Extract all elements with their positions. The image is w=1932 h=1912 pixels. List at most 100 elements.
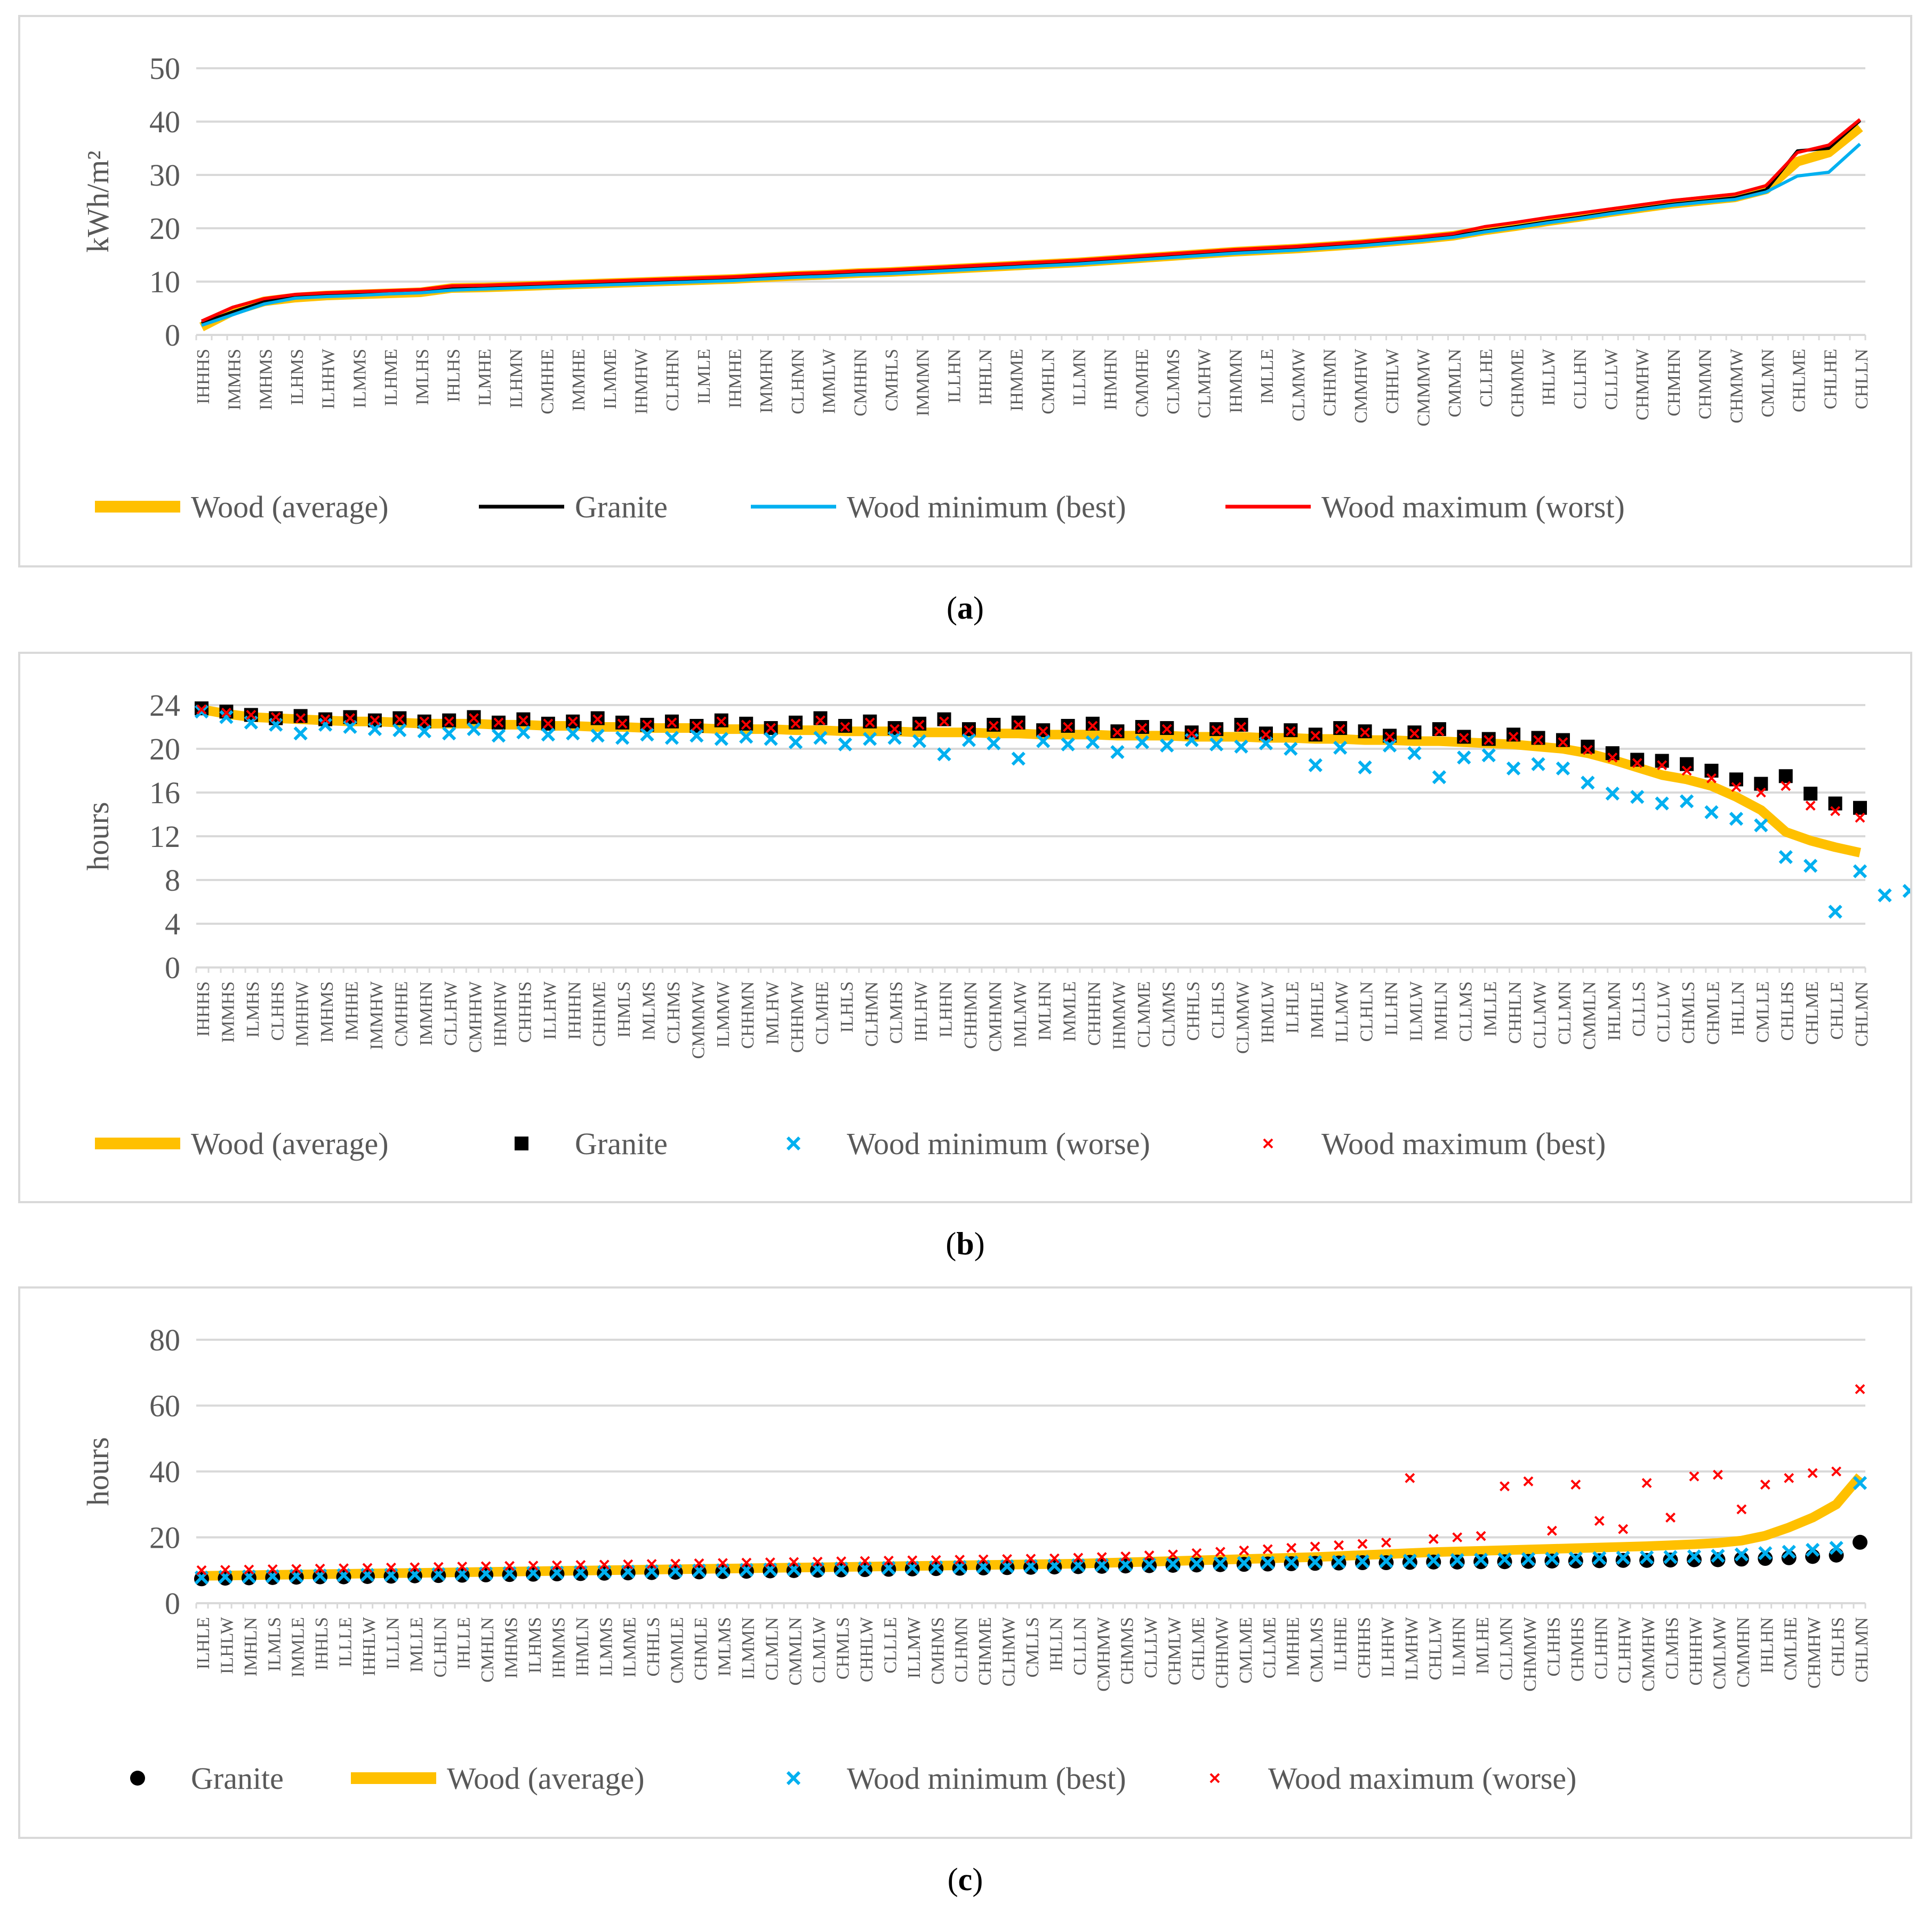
chart-b-point — [1581, 775, 1595, 790]
chart-c-point — [599, 1559, 610, 1570]
chart-c-point — [623, 1559, 634, 1570]
chart-b-point — [1828, 796, 1842, 811]
chart-c-category-label: CLHHS — [1544, 1617, 1564, 1676]
chart-c-category-label: CLHHN — [1591, 1617, 1611, 1679]
chart-b-point — [419, 716, 430, 727]
chart-c-point — [1807, 1468, 1818, 1478]
chart-b-point — [1778, 769, 1793, 783]
chart-a-category-label: ILMLE — [694, 349, 714, 404]
chart-c-point — [552, 1560, 562, 1571]
chart-a-category-label: CHMMN — [1696, 349, 1715, 419]
chart-c-point — [955, 1555, 965, 1565]
chart-b-category-label: IMHHE — [342, 981, 362, 1041]
chart-b-point — [1481, 748, 1496, 763]
chart-b-point — [863, 732, 877, 746]
chart-c-category-label: IHMMS — [549, 1617, 568, 1678]
chart-c-point — [1025, 1554, 1036, 1564]
chart-b-point — [937, 747, 951, 762]
chart-b-category-label: CMMLN — [1580, 981, 1599, 1050]
chart-b-point — [664, 731, 679, 745]
chart-b-point — [541, 727, 555, 742]
chart-panel-a: 0 10 20 30 40 50 kWh/m² IHHHS IMMHS IMHMS ILHMS ILH… — [18, 15, 1912, 567]
chart-panel-b: 0 4 8 12 16 20 24 hours IHHHS IMMHS ILMHS CLHHS IMHH… — [18, 652, 1917, 1203]
chart-c-point — [1166, 1557, 1180, 1571]
chart-c-point — [1379, 1554, 1393, 1569]
chart-c-point — [1191, 1548, 1202, 1558]
chart-b-point — [1209, 737, 1224, 751]
chart-c-category-label: ILLLE — [336, 1617, 356, 1667]
chart-c-category-label: IHLLE — [454, 1617, 474, 1669]
chart-c-point — [1806, 1542, 1820, 1557]
chart-b-point — [491, 729, 506, 743]
chart-b-point — [912, 734, 927, 748]
chart-c-point — [1663, 1550, 1678, 1564]
chart-c-legend-label: Wood minimum (best) — [847, 1761, 1126, 1796]
chart-a-category-label: CMHHN — [851, 349, 870, 417]
chart-b-point — [1704, 805, 1719, 820]
chart-b-legend-label: Wood minimum (worse) — [847, 1126, 1150, 1161]
chart-c-category-label: ILHHE — [1331, 1617, 1351, 1671]
chart-b-legend-swatch — [1263, 1138, 1273, 1149]
chart-a-series-line — [201, 118, 1861, 323]
chart-c-point — [1592, 1551, 1607, 1565]
chart-c-point — [1640, 1550, 1654, 1565]
chart-c-point — [1760, 1479, 1770, 1490]
chart-b-point — [1308, 758, 1322, 772]
caption-b: (b) — [945, 1226, 985, 1261]
chart-b-point — [1110, 745, 1125, 759]
chart-a-legend-label: Wood maximum (worst) — [1321, 490, 1625, 524]
chart-b-category-label: ILHHN — [936, 981, 956, 1038]
chart-b-point — [1358, 760, 1372, 774]
chart-b-category-label: ILHLE — [1282, 981, 1302, 1034]
chart-c-point — [1687, 1552, 1702, 1567]
chart-b-point — [295, 713, 306, 724]
chart-b-category-label: CLHMS — [664, 981, 684, 1044]
chart-a-category-label: CHLLN — [1852, 349, 1872, 409]
chart-b-point — [1085, 735, 1100, 749]
chart-c-category-label: IHLLN — [1046, 1617, 1066, 1671]
chart-c-point — [1213, 1556, 1228, 1571]
chart-c-category-label: CHLLW — [1425, 1617, 1445, 1680]
chart-b-ytick-label: 24 — [149, 688, 180, 723]
chart-b-category-label: IMHLN — [1431, 981, 1451, 1041]
chart-a-category-label: CMHLS — [882, 349, 902, 411]
chart-c-point — [884, 1555, 894, 1566]
chart-a-category-label: CHMMW — [1727, 348, 1746, 423]
chart-a-ytick-label: 50 — [149, 51, 180, 86]
chart-c-legend-swatch — [786, 1771, 801, 1786]
chart-b-point — [640, 727, 654, 742]
chart-c-legend-swatch — [130, 1771, 145, 1786]
chart-b-point — [964, 725, 974, 735]
chart-b-category-label: CHHME — [590, 981, 610, 1047]
chart-b-point — [1409, 728, 1420, 739]
chart-c-category-label: CLMHS — [1663, 1617, 1682, 1679]
chart-b-category-label: IHLHW — [911, 981, 931, 1042]
chart-b-point — [1407, 746, 1422, 761]
chart-c-category-label: CMLLS — [1023, 1617, 1043, 1677]
chart-b-point — [1533, 735, 1543, 746]
chart-c-point — [339, 1563, 349, 1573]
chart-a-ytick-label: 0 — [165, 318, 180, 353]
chart-b-point — [1458, 733, 1469, 743]
chart-a-category-label: ILHME — [381, 349, 401, 406]
chart-c-point — [670, 1558, 680, 1569]
chart-c-point — [1758, 1546, 1773, 1561]
chart-a-category-label: IHHHS — [194, 349, 213, 404]
chart-c-category-label: CLLLW — [1141, 1617, 1161, 1678]
chart-c-category-label: CLHMW — [999, 1617, 1019, 1686]
chart-b-point — [1855, 812, 1865, 823]
chart-c-point — [1334, 1540, 1344, 1550]
chart-c-point — [1402, 1554, 1417, 1568]
chart-c-point — [528, 1561, 539, 1571]
chart-c-category-label: ILMMN — [739, 1617, 758, 1679]
chart-b-point — [987, 736, 1001, 750]
chart-c-category-label: IMHLN — [241, 1617, 261, 1676]
chart-b-legend-entry: Wood minimum (worse) — [786, 1126, 1150, 1161]
chart-b-category-label: CLMHS — [887, 981, 907, 1044]
chart-c-category-label: CMMLE — [668, 1617, 687, 1684]
chart-b-point — [1679, 794, 1694, 809]
chart-c-point — [646, 1559, 657, 1569]
chart-b-point — [442, 726, 456, 741]
chart-c-point — [1239, 1545, 1249, 1556]
chart-c-point — [291, 1564, 302, 1574]
